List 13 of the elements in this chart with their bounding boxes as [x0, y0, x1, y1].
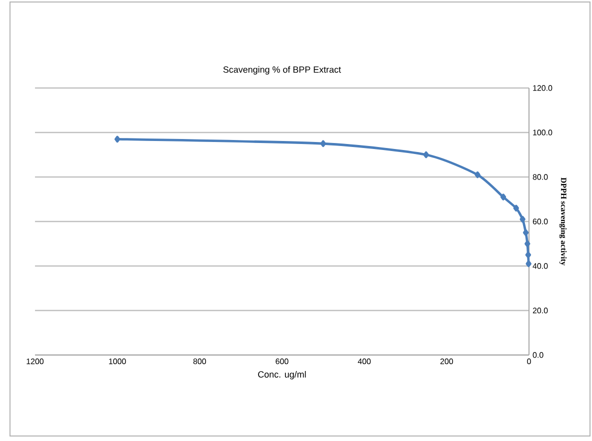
point — [520, 216, 526, 223]
point — [423, 151, 429, 158]
chart-title: Scavenging % of BPP Extract — [223, 66, 341, 75]
point — [522, 229, 529, 236]
point — [474, 171, 480, 178]
point — [500, 194, 506, 200]
point — [525, 251, 532, 258]
x-axis-title: Conc. ug/ml — [258, 371, 306, 380]
point — [526, 260, 532, 268]
point — [513, 204, 519, 212]
point — [320, 140, 326, 148]
point — [524, 240, 530, 248]
point — [114, 136, 120, 143]
